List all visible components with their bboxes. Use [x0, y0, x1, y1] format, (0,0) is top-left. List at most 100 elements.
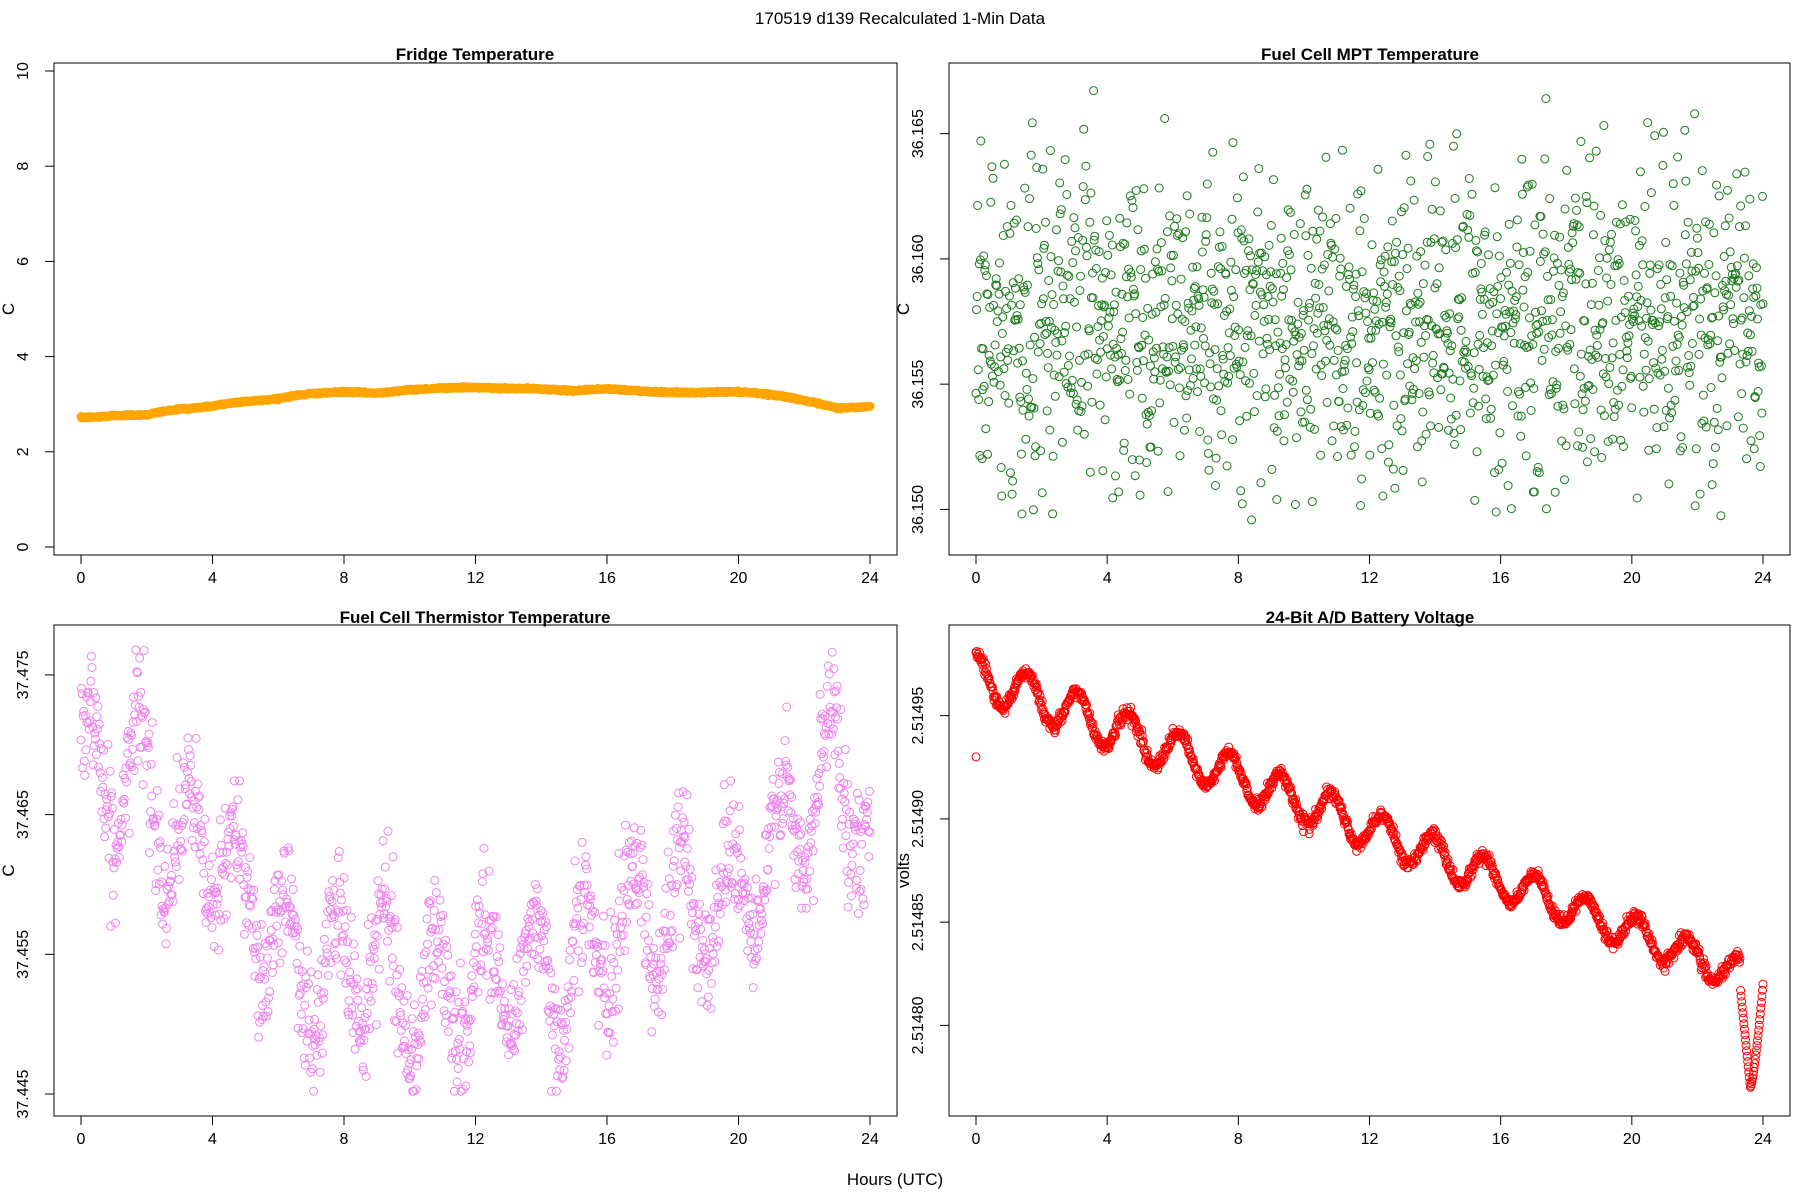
data-point	[1078, 235, 1088, 245]
data-point	[606, 907, 616, 917]
data-point	[1477, 309, 1487, 319]
data-point	[1383, 457, 1393, 467]
data-point	[1068, 389, 1078, 398]
data-point	[493, 930, 503, 940]
data-point	[1090, 231, 1100, 241]
data-point	[1311, 293, 1321, 303]
data-point	[1313, 308, 1323, 318]
data-point	[1421, 429, 1431, 439]
data-point	[1060, 328, 1070, 338]
data-point	[346, 912, 356, 922]
data-point	[1390, 483, 1400, 493]
data-point	[1274, 411, 1284, 421]
data-point	[1188, 373, 1198, 383]
data-point	[1736, 201, 1746, 211]
data-point	[435, 895, 445, 905]
data-point	[372, 931, 382, 941]
data-point	[1168, 341, 1178, 351]
data-point	[1299, 306, 1309, 316]
data-point	[1186, 325, 1196, 335]
data-point	[1695, 489, 1705, 499]
data-point	[1321, 356, 1330, 366]
data-point	[1562, 165, 1572, 175]
data-point	[1554, 280, 1564, 290]
data-point	[1335, 253, 1345, 263]
data-point	[389, 961, 398, 971]
data-point	[1038, 294, 1048, 304]
data-point	[453, 1064, 463, 1073]
data-point	[857, 839, 867, 849]
data-point	[295, 941, 305, 951]
data-point	[1381, 298, 1391, 307]
data-point	[1362, 376, 1372, 386]
data-point	[1043, 348, 1053, 358]
x-tick-label: 8	[1234, 1131, 1243, 1148]
data-point	[1162, 352, 1172, 362]
data-point	[1318, 212, 1328, 222]
data-point	[1434, 422, 1444, 432]
data-point	[440, 977, 449, 987]
data-point	[1669, 316, 1679, 326]
data-point	[1350, 426, 1360, 436]
data-point	[1600, 236, 1610, 246]
data-point	[326, 958, 336, 968]
data-point	[612, 939, 622, 949]
data-point	[191, 734, 201, 743]
data-point	[1320, 326, 1330, 336]
data-point	[614, 896, 624, 906]
data-point	[675, 933, 685, 943]
data-point	[1293, 319, 1303, 329]
data-point	[1040, 330, 1050, 340]
data-point	[1108, 493, 1118, 503]
data-point	[1226, 285, 1236, 295]
data-point	[1213, 262, 1223, 272]
data-point	[1745, 194, 1755, 204]
data-point	[1344, 262, 1354, 272]
data-point	[1692, 233, 1702, 243]
data-point	[577, 958, 587, 968]
data-point	[1356, 186, 1366, 196]
data-point	[1232, 193, 1242, 203]
data-point	[204, 861, 214, 870]
panel-fuel-cell-mpt-temperature: Fuel Cell MPT Temperature 0 4 8 12 16 20 2436.…	[894, 45, 1791, 587]
data-point	[1329, 355, 1339, 365]
data-point	[509, 980, 519, 989]
data-point	[131, 645, 141, 655]
data-point	[1130, 471, 1140, 481]
data-point	[1505, 258, 1515, 268]
data-point	[288, 884, 298, 894]
data-point	[1009, 346, 1019, 356]
data-point	[1156, 238, 1166, 248]
y-axis-label: C	[894, 303, 913, 315]
data-point	[123, 748, 133, 758]
data-point	[1137, 340, 1147, 350]
data-point	[1171, 300, 1181, 310]
data-point	[1041, 217, 1050, 227]
data-point	[1538, 229, 1548, 239]
data-point	[1062, 270, 1072, 280]
x-tick-label: 0	[972, 570, 981, 587]
data-point	[1004, 291, 1014, 301]
data-point	[1048, 451, 1058, 461]
data-point	[1183, 298, 1193, 308]
data-point	[1059, 367, 1069, 377]
data-point	[1706, 383, 1716, 392]
data-point	[1592, 340, 1602, 350]
x-tick-label: 12	[467, 1131, 485, 1148]
data-point	[1639, 407, 1649, 417]
data-point	[1669, 200, 1679, 210]
data-point	[1235, 370, 1245, 380]
data-point	[1662, 275, 1672, 285]
data-point	[1142, 458, 1152, 467]
data-point	[1384, 440, 1394, 450]
data-point	[1117, 348, 1126, 358]
data-point	[1102, 216, 1112, 226]
data-point	[1213, 299, 1223, 309]
data-point	[419, 950, 429, 960]
data-point	[133, 756, 143, 766]
data-point	[91, 693, 101, 703]
data-point	[1079, 124, 1089, 134]
data-point	[1572, 205, 1581, 215]
data-point	[335, 877, 345, 887]
data-point	[431, 888, 441, 897]
